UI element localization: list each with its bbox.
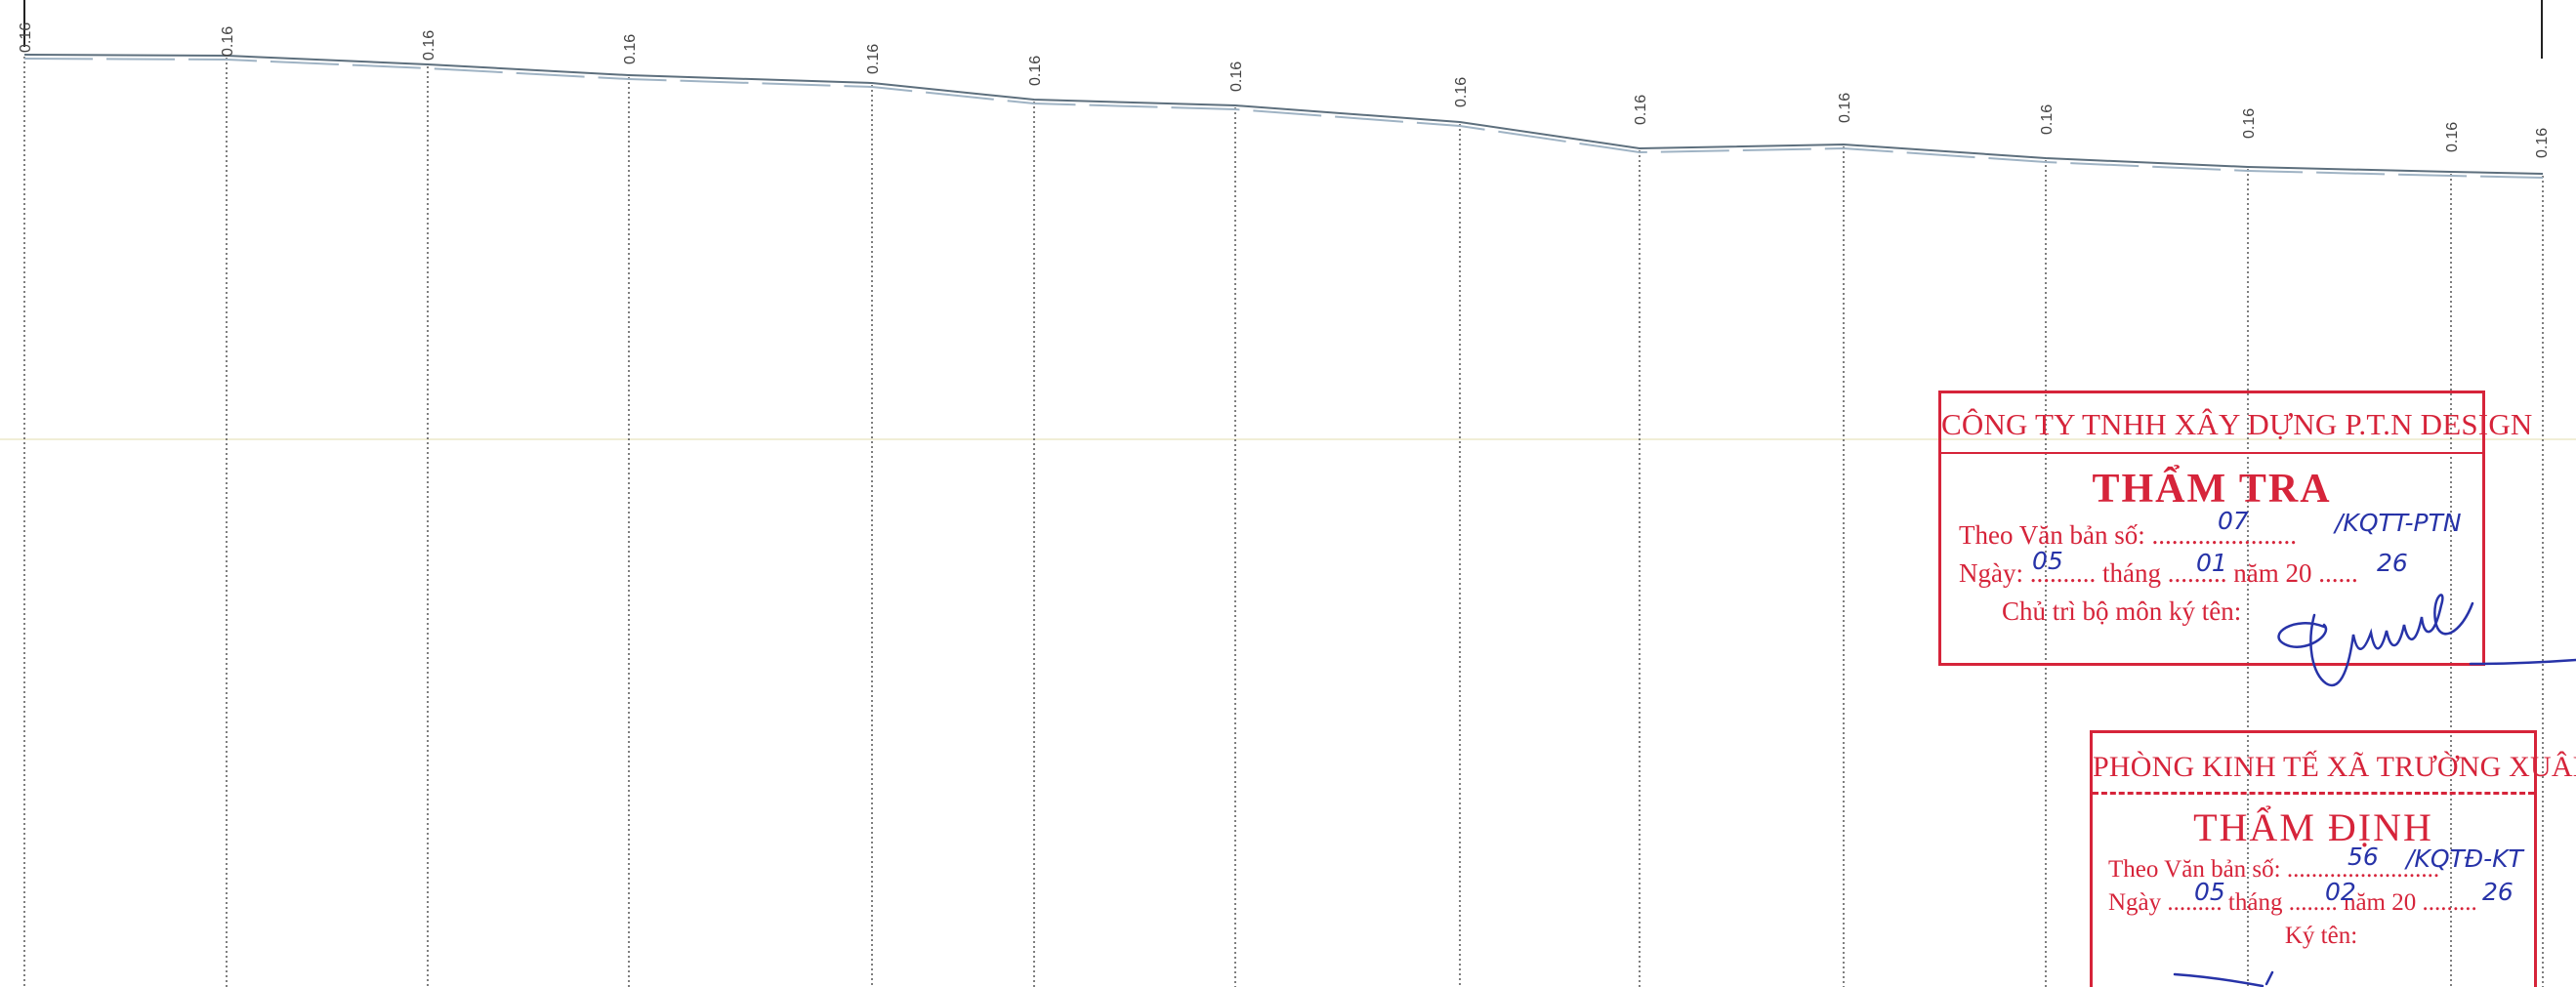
review-day-label: Ngày: bbox=[1959, 558, 2023, 588]
review-year-value: 26 bbox=[2377, 549, 2408, 577]
review-year-label: năm 20 bbox=[2233, 558, 2312, 588]
review-day-dots: .......... bbox=[2029, 558, 2097, 588]
appraisal-docno-label: Theo Văn bản số: bbox=[2108, 856, 2281, 883]
appraisal-year-value: 26 bbox=[2482, 878, 2514, 906]
appraisal-stamp-signer-row: Ký tên: bbox=[2108, 923, 2534, 950]
appraisal-stamp-docno-row: Theo Văn bản số: .......................… bbox=[2108, 843, 2534, 884]
review-stamp: CÔNG TY TNHH XÂY DỰNG P.T.N DESIGN THẨM … bbox=[1938, 391, 2532, 666]
elevation-label: 0.16 bbox=[865, 44, 882, 74]
appraisal-month-dots: ........ bbox=[2288, 889, 2338, 916]
review-signer-label: Chủ trì bộ môn ký tên: bbox=[2002, 596, 2242, 626]
profile-line bbox=[23, 54, 2544, 175]
review-day-value: 05 bbox=[2032, 547, 2063, 575]
review-month-label: tháng bbox=[2101, 558, 2161, 588]
review-docno-label: Theo Văn bản số: bbox=[1959, 520, 2145, 550]
appraisal-year-dots: ......... bbox=[2422, 889, 2477, 916]
appraisal-stamp: PHÒNG KINH TẾ XÃ TRƯỜNG XUÂN THẨM ĐỊNH T… bbox=[2090, 730, 2576, 987]
elevation-label: 0.16 bbox=[2241, 108, 2258, 139]
elevation-labels: 0.16 0.16 0.16 0.16 0.16 0.16 0.16 0.16 0.16 0.16… bbox=[18, 22, 2551, 158]
appraisal-month-label: tháng bbox=[2227, 889, 2283, 916]
elevation-label: 0.16 bbox=[220, 26, 236, 57]
review-stamp-organization: CÔNG TY TNHH XÂY DỰNG P.T.N DESIGN bbox=[1941, 393, 2532, 454]
appraisal-year-label: năm 20 bbox=[2343, 889, 2417, 916]
review-docno-suffix: /KQTT-PTN bbox=[2335, 509, 2462, 537]
review-docno-value: 07 bbox=[2218, 507, 2249, 535]
review-year-dots: ...... bbox=[2318, 558, 2358, 588]
review-stamp-docno-row: Theo Văn bản số: ...................... … bbox=[1959, 507, 2482, 551]
review-stamp-signer-row: Chủ trì bộ môn ký tên: bbox=[2002, 596, 2482, 627]
elevation-label: 0.16 bbox=[1453, 77, 1470, 107]
appraisal-docno-suffix: /KQTĐ-KT bbox=[2406, 844, 2523, 873]
elevation-label: 0.16 bbox=[421, 30, 437, 61]
design-line bbox=[23, 58, 2544, 179]
appraisal-docno-dots: ......................... bbox=[2286, 856, 2440, 883]
appraisal-docno-value: 56 bbox=[2347, 843, 2379, 871]
elevation-label: 0.16 bbox=[2444, 122, 2461, 152]
elevation-label: 0.16 bbox=[2534, 128, 2551, 158]
elevation-label: 0.16 bbox=[18, 22, 34, 53]
review-stamp-heading: THẨM TRA bbox=[2092, 467, 2332, 512]
elevation-label: 0.16 bbox=[1228, 62, 1245, 92]
appraisal-month-value: 02 bbox=[2325, 878, 2356, 906]
appraisal-day-dots: ......... bbox=[2167, 889, 2223, 916]
appraisal-stamp-date-row: Ngày ......... tháng ........ năm 20 ...… bbox=[2108, 878, 2534, 917]
appraisal-signer-label: Ký tên: bbox=[2284, 923, 2358, 949]
review-signature bbox=[2277, 594, 2576, 687]
review-stamp-date-row: Ngày: .......... tháng ......... năm 20 … bbox=[1959, 547, 2482, 589]
review-month-dots: ......... bbox=[2167, 558, 2227, 588]
appraisal-day-value: 05 bbox=[2194, 878, 2225, 906]
elevation-label: 0.16 bbox=[2039, 104, 2056, 135]
appraisal-stamp-heading: THẨM ĐỊNH bbox=[2193, 805, 2433, 849]
elevation-label: 0.16 bbox=[1633, 95, 1649, 125]
appraisal-signature bbox=[2173, 970, 2274, 987]
elevation-label: 0.16 bbox=[1027, 56, 1044, 86]
appraisal-stamp-organization: PHÒNG KINH TẾ XÃ TRƯỜNG XUÂN bbox=[2093, 733, 2576, 795]
elevation-label: 0.16 bbox=[622, 34, 639, 64]
review-month-value: 01 bbox=[2196, 549, 2227, 577]
appraisal-day-label: Ngày bbox=[2108, 889, 2162, 916]
review-docno-dots: ...................... bbox=[2151, 520, 2297, 550]
elevation-label: 0.16 bbox=[1837, 93, 1853, 123]
profile-lines bbox=[23, 54, 2544, 179]
station-lines bbox=[23, 57, 2544, 987]
